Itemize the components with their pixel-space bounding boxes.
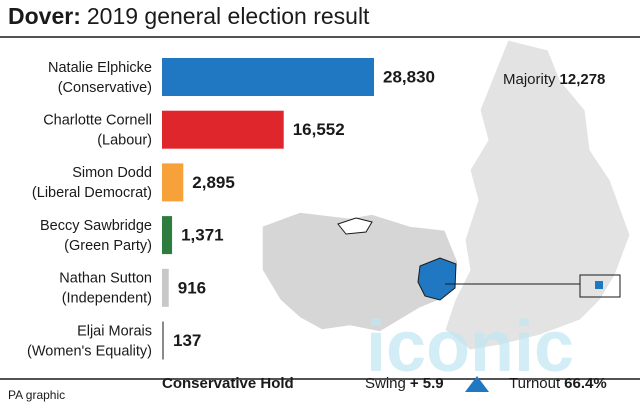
bar <box>162 216 173 255</box>
value-label: 16,552 <box>293 120 345 139</box>
title-place: Dover: <box>8 3 81 29</box>
value-label: 28,830 <box>383 67 435 86</box>
value-label: 916 <box>178 278 206 297</box>
candidate-name: Nathan Sutton <box>59 271 152 287</box>
watermark: iconic <box>366 307 574 387</box>
bar <box>162 163 184 202</box>
party-name: (Labour) <box>97 133 152 149</box>
turnout-label: Turnout <box>509 375 561 392</box>
party-name: (Independent) <box>62 291 152 307</box>
majority-label: Majority <box>503 71 556 88</box>
source: PA graphic <box>8 388 65 402</box>
chart-title: Dover: 2019 general election result <box>8 3 370 29</box>
locator-box <box>579 274 621 298</box>
candidate-name: Natalie Elphicke <box>48 60 152 76</box>
majority-value: 12,278 <box>560 71 606 88</box>
candidate-name: Charlotte Cornell <box>43 113 152 129</box>
value-label: 1,371 <box>181 226 224 245</box>
candidate-name: Eljai Morais <box>77 323 152 339</box>
bar <box>162 268 169 307</box>
bar <box>162 58 374 96</box>
kent-map <box>261 211 459 333</box>
party-name: (Liberal Democrat) <box>32 185 152 201</box>
party-name: (Women's Equality) <box>27 343 152 359</box>
swing-label: Swing <box>365 375 406 392</box>
locator-dot <box>595 281 603 289</box>
candidate-name: Beccy Sawbridge <box>40 218 152 234</box>
sheppey <box>337 217 373 235</box>
turnout-value: 66.4% <box>564 375 607 392</box>
map <box>261 39 631 351</box>
swing: Swing + 5.9 <box>365 375 444 392</box>
party-name: (Green Party) <box>64 238 152 254</box>
swing-arrow <box>465 376 489 392</box>
candidate-name: Simon Dodd <box>72 165 152 181</box>
bar <box>162 110 284 149</box>
value-label: 137 <box>173 331 201 350</box>
title-text: 2019 general election result <box>87 3 370 29</box>
bar <box>162 321 164 360</box>
party-name: (Conservative) <box>58 80 152 96</box>
england-outline <box>444 39 631 351</box>
majority: Majority 12,278 <box>503 71 605 88</box>
turnout: Turnout 66.4% <box>509 375 607 392</box>
dover-constituency <box>417 257 457 301</box>
result: Conservative Hold <box>162 375 294 392</box>
value-label: 2,895 <box>192 173 235 192</box>
swing-value: + 5.9 <box>410 375 444 392</box>
